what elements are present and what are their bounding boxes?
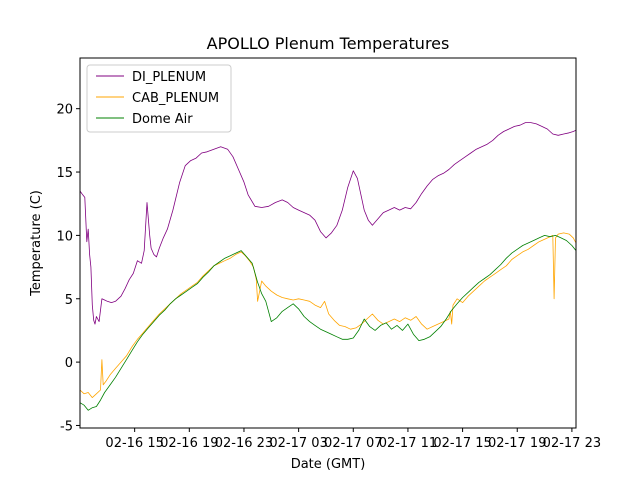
y-tick-label: 0 (65, 356, 73, 371)
legend-box (86, 64, 232, 133)
y-tick-label: 15 (56, 166, 73, 181)
x-tick-label: 02-16 19 (160, 436, 218, 451)
x-tick-label: 02-16 23 (215, 436, 273, 451)
y-axis-title: Temperature (C) (29, 190, 44, 297)
legend: DI_PLENUM CAB_PLENUM Dome Air (86, 64, 232, 133)
y-tick-label: 10 (56, 229, 73, 244)
legend-label-cab-plenum: CAB_PLENUM (132, 91, 219, 106)
x-tick-label: 02-16 15 (105, 436, 163, 451)
axes-frame (79, 57, 577, 429)
x-tick-label: 02-17 07 (324, 436, 382, 451)
legend-label-di-plenum: DI_PLENUM (132, 70, 206, 85)
x-tick-label: 02-17 03 (269, 436, 327, 451)
y-tick-label: 20 (56, 103, 73, 118)
series-line-dome-air (79, 234, 577, 411)
x-tick-label: 02-17 23 (543, 436, 601, 451)
legend-label-dome-air: Dome Air (132, 112, 193, 127)
series-layer (79, 122, 577, 411)
series-line-cab-plenum (79, 232, 577, 399)
chart-title: APOLLO Plenum Temperatures (207, 34, 450, 53)
x-tick-label: 02-17 19 (488, 436, 546, 451)
x-axis-title: Date (GMT) (291, 457, 366, 472)
y-tick-label: -5 (60, 419, 73, 434)
x-tick-label: 02-17 15 (433, 436, 491, 451)
y-axis: -5 0 5 10 15 20 (56, 103, 80, 434)
y-tick-label: 5 (65, 293, 73, 308)
x-tick-label: 02-17 11 (379, 436, 437, 451)
series-line-di-plenum (79, 122, 577, 325)
